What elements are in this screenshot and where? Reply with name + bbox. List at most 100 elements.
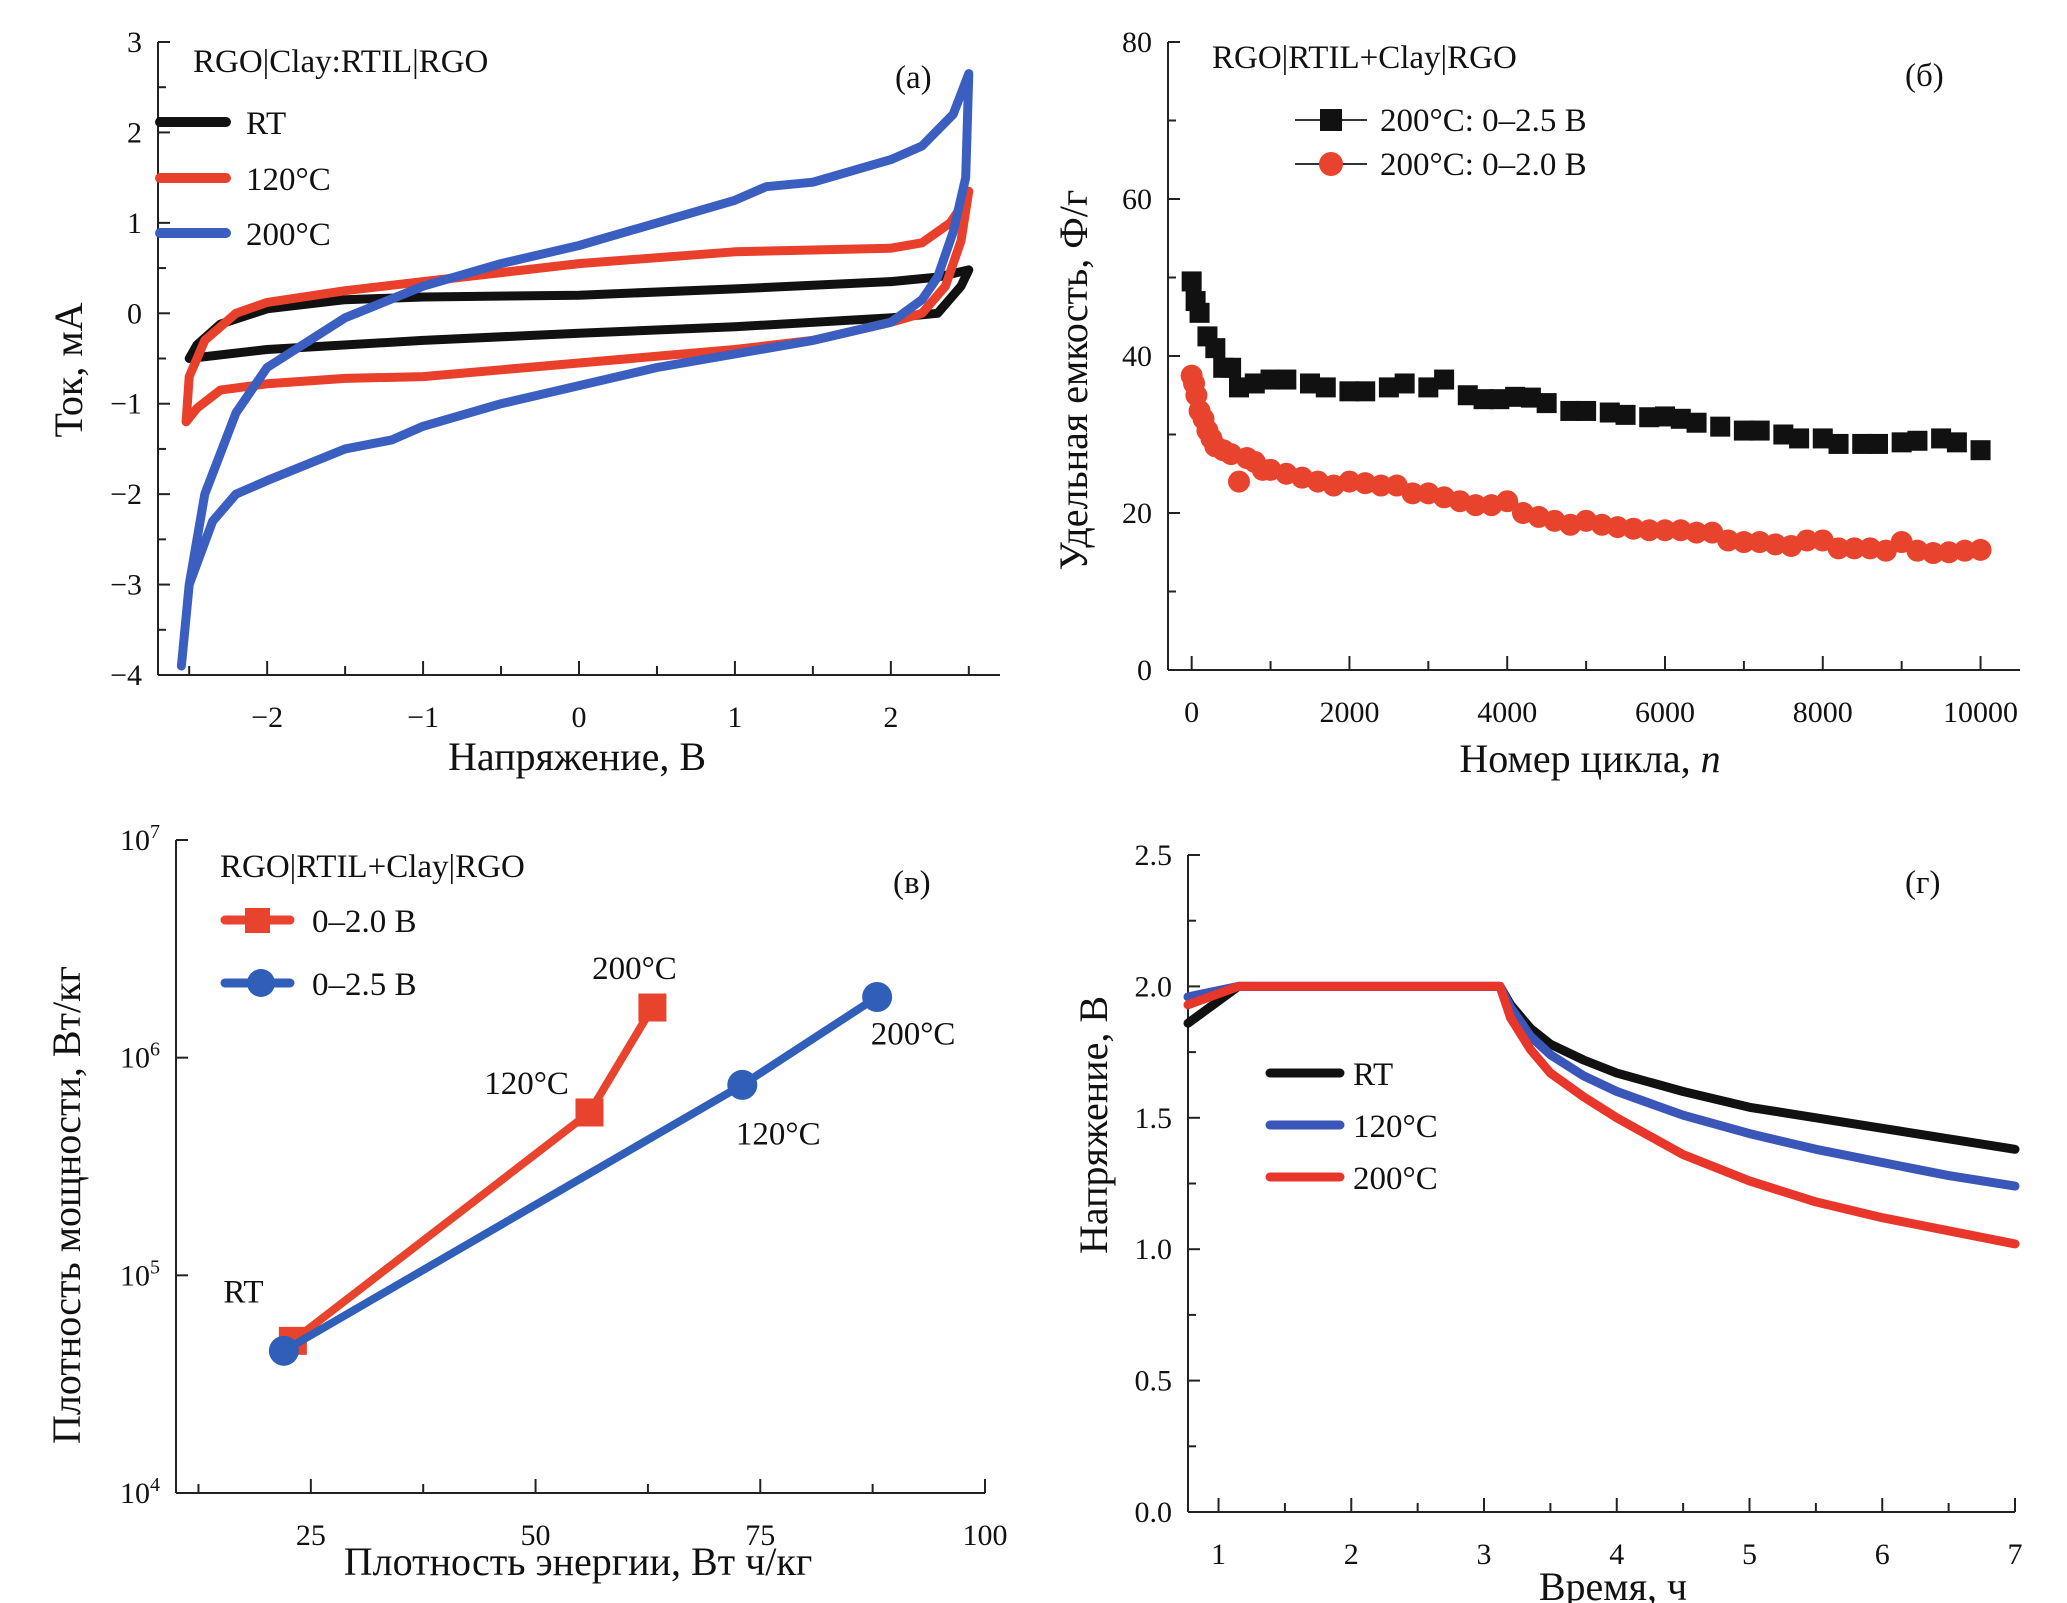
data-point-circle [1401,482,1424,505]
y-tick-label: 80 [1122,26,1152,59]
data-point-circle [1464,494,1487,517]
data-point-square [1205,338,1226,359]
y-tick-label: 106 [120,1039,160,1075]
y-tick-label: 1.5 [1135,1102,1173,1135]
series-line-2 [1183,981,2020,1249]
x-tick-label: 0 [572,701,587,734]
legend-label-20: 200°C: 0–2.0 В [1380,147,1587,183]
data-point-square [1520,387,1541,408]
legend-label-120: 120°C [1353,1109,1438,1145]
panel-a-legend: RT 120°C 200°C [155,106,331,253]
legend-label-rt: RT [1353,1057,1393,1093]
data-point-square [1773,424,1794,445]
panel-c-legend: 0–2.0 В 0–2.5 В [220,904,417,1003]
x-tick-label: 5 [1742,1538,1757,1571]
data-point-square [1812,428,1833,449]
x-tick-label: 6000 [1635,696,1695,729]
data-point-square [1710,416,1731,437]
data-point-square [1599,402,1620,423]
x-tick-label: 4000 [1477,696,1537,729]
data-point-circle [1969,538,1992,561]
y-tick-label: 0.5 [1135,1365,1173,1398]
panel-b-ylabel: Удельная емкость, Ф/г [1051,190,1096,571]
series-line-1 [1183,981,2020,1191]
data-point-circle [1228,470,1250,493]
panel-c-annotations: RT 120°C 200°C 120°C 200°C [223,951,955,1311]
x-tick-label: 100 [963,1519,1008,1552]
y-tick-label: −2 [110,478,142,511]
x-tick-label: 10000 [1943,696,2018,729]
data-point-square [1931,428,1952,449]
series-line-2 [176,69,974,671]
data-point-square [1418,377,1439,398]
data-point-circle [1922,542,1945,565]
x-tick-label: 50 [521,1519,551,1552]
data-point-circle [1717,529,1740,552]
x-tick-label: −1 [407,701,439,734]
data-point-square [1378,377,1399,398]
panel-b-cycling-stability: 0 20 40 60 80 0 2000 4000 6000 8000 10000 RGO|RTIL… [1051,26,2020,781]
legend-marker-square [1320,109,1342,131]
panel-b-axes: 0 20 40 60 80 0 2000 4000 6000 8000 10000 [1122,26,2020,729]
x-tick-label: 3 [1477,1538,1492,1571]
y-tick-label: 0 [1137,654,1152,687]
data-point-circle [1764,533,1787,556]
tick-base: 10 [120,824,150,857]
data-point-square [1221,357,1242,378]
data-point-square [1315,377,1336,398]
panel-c-title: RGO|RTIL+Clay|RGO [220,849,525,885]
panel-a-ylabel: Ток, мА [46,302,91,437]
data-point-circle [1796,529,1818,552]
y-tick-label: 2 [127,116,142,149]
data-point-square [1536,393,1557,414]
data-point-square [1615,404,1636,425]
panel-b-xlabel: Номер цикла, n [1459,736,1720,781]
panel-a-xlabel: Напряжение, В [448,734,706,779]
data-point-circle [1622,517,1645,540]
data-point-square [1970,440,1991,461]
x-tick-label: 8000 [1793,696,1853,729]
panel-c-xlabel: Плотность энергии, Вт ч/кг [344,1539,812,1584]
data-point-square [1355,381,1376,402]
series-line-0 [288,1003,657,1345]
data-point-square [1891,432,1912,453]
y-tick-label: 20 [1122,497,1152,530]
panel-d-ylabel: Напряжение, В [1071,996,1116,1254]
data-point-square [1300,373,1320,394]
y-tick-label: 107 [120,821,160,857]
data-point-square [1639,407,1660,428]
panel-d-legend: RT 120°C 200°C [1265,1057,1438,1197]
y-tick-label: 104 [120,1474,160,1510]
panel-a-axes: −4 −3 −2 −1 0 1 2 3 −2 −1 0 1 2 [110,26,1000,734]
point-annotation: 120°C [736,1116,821,1152]
series-line-1 [181,186,974,427]
y-tick-label: 2.0 [1135,970,1173,1003]
data-point-circle [1827,537,1850,560]
data-point-square [1655,406,1675,427]
y-tick-label: −1 [110,388,142,421]
data-point-circle [1843,537,1866,560]
panel-b-label: (б) [1905,58,1944,94]
data-point-square [1828,433,1849,454]
legend-marker-square [245,908,270,933]
data-point-square [1229,377,1249,398]
y-tick-label: 0 [127,297,142,330]
legend-label-rt: RT [246,106,286,142]
y-tick-label: 105 [120,1256,160,1292]
panel-d-label: (г) [1905,865,1941,901]
point-annotation: RT [223,1275,263,1311]
y-tick-label: 60 [1122,183,1152,216]
panel-b-xlabel-text: Номер цикла, [1459,736,1700,781]
data-point-square [1457,385,1478,406]
data-point-square [1505,386,1526,407]
x-tick-label: 6 [1875,1538,1890,1571]
data-point-circle [727,1069,758,1100]
panel-d-xlabel: Время, ч [1539,1564,1687,1603]
tick-base: 10 [120,1477,150,1510]
data-point-square [638,993,667,1022]
data-point-square [1686,412,1707,433]
data-point-square [575,1098,604,1127]
